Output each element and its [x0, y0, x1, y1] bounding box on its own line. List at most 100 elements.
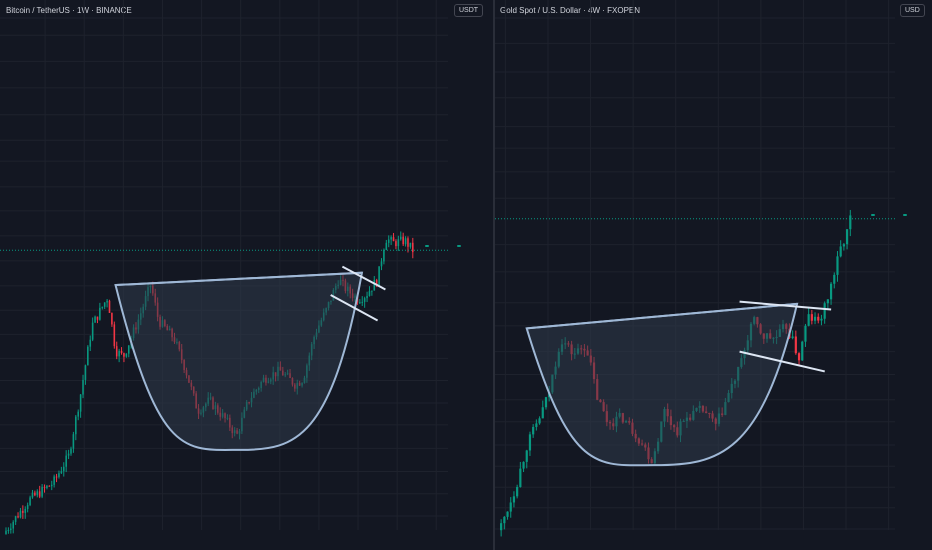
candle-body [794, 336, 797, 354]
candle-body [373, 279, 376, 291]
candle-body [19, 510, 22, 518]
flag-upper-line [739, 300, 832, 311]
candle-body [127, 345, 130, 354]
cup-rim-line [526, 302, 798, 330]
candle-body [118, 350, 120, 357]
candle-body [807, 314, 810, 326]
currency-button[interactable]: USDT [454, 4, 484, 17]
candle-body [387, 239, 390, 243]
candle-body [525, 450, 528, 462]
candle-body [48, 485, 51, 487]
candle-body [538, 418, 541, 424]
candle-body [395, 241, 397, 247]
candle-body [366, 296, 368, 299]
candle-body [411, 242, 414, 253]
candle-body [390, 237, 392, 240]
panel-divider[interactable] [493, 0, 495, 550]
currency-button[interactable]: USD [900, 4, 925, 17]
candle-body [535, 423, 538, 427]
candle-body [375, 279, 378, 286]
candle-body [99, 307, 101, 320]
candle-body [12, 521, 15, 529]
cup-shape [525, 302, 799, 467]
candle-body [5, 530, 7, 535]
btc-chart-panel[interactable]: Bitcoin / TetherUS · 1W · BINANCE USDT [0, 0, 493, 550]
candle-body [371, 290, 373, 292]
candle-body [82, 379, 84, 395]
candle-body [14, 516, 17, 522]
candle-body [813, 316, 817, 321]
candle-body [55, 476, 58, 478]
candle-body [113, 324, 116, 347]
candle-body [65, 455, 67, 467]
cup-shape [114, 271, 364, 451]
candle-body [528, 434, 532, 451]
candle-body [836, 256, 839, 275]
candle-body [506, 511, 509, 517]
candle-body [503, 516, 506, 524]
last-price-tag [457, 245, 461, 248]
symbol-tag [425, 245, 429, 248]
candle-body [101, 306, 104, 308]
candle-body [17, 516, 19, 518]
candle-body [103, 302, 106, 307]
candle-body [46, 485, 48, 488]
candle-body [402, 236, 404, 245]
candle-body [111, 312, 113, 325]
candle-body [53, 476, 55, 485]
candle-body [84, 365, 87, 380]
candle-body [7, 529, 10, 531]
gold-chart-panel[interactable]: Gold Spot / U.S. Dollar · 4W · FXOPEN US… [495, 0, 932, 550]
last-price-tag [903, 213, 907, 216]
candle-body [50, 484, 53, 487]
btc-plot-area[interactable] [0, 0, 493, 550]
candle-body [522, 461, 525, 469]
symbol-tag [871, 213, 875, 216]
flag-upper-line [341, 265, 386, 291]
gold-plot-area[interactable] [495, 0, 932, 550]
candle-body [519, 468, 522, 488]
candle-body [359, 302, 361, 304]
candle-body [77, 411, 80, 417]
candle-body [833, 274, 836, 284]
candle-body [125, 353, 128, 357]
candle-body [399, 236, 402, 240]
chart-title: Gold Spot / U.S. Dollar · 4W · FXOPEN [500, 6, 641, 15]
candle-body [91, 322, 94, 340]
candle-body [378, 266, 380, 286]
candle-body [87, 346, 89, 366]
candle-body [397, 239, 400, 247]
candle-body [368, 291, 371, 297]
candle-body [24, 508, 27, 513]
candle-body [361, 301, 364, 303]
candle-body [94, 316, 96, 323]
candle-body [849, 215, 852, 230]
candle-body [60, 471, 63, 474]
candle-body [541, 407, 544, 419]
flag-lower-line [739, 350, 825, 373]
candle-body [106, 300, 108, 303]
candle-body [404, 238, 407, 245]
candle-body [509, 502, 512, 512]
candle-body [829, 283, 833, 300]
candle-body [804, 325, 807, 342]
candle-body [34, 492, 36, 496]
candle-body [810, 314, 813, 321]
cup-rim-line [115, 271, 362, 287]
candle-body [62, 466, 65, 472]
candle-body [72, 434, 75, 449]
candle-body [36, 491, 39, 496]
candle-body [407, 238, 409, 247]
candle-body [123, 353, 125, 357]
candle-body [363, 298, 366, 302]
candle-body [544, 397, 548, 408]
candle-body [516, 487, 519, 497]
flag-lower-line [330, 294, 379, 322]
candle-body [38, 491, 41, 497]
candle-body [31, 492, 34, 498]
candle-body [385, 242, 388, 250]
candle-body [380, 261, 383, 267]
candle-body [22, 510, 24, 513]
candle-body [67, 453, 70, 456]
candle-body [41, 486, 43, 497]
